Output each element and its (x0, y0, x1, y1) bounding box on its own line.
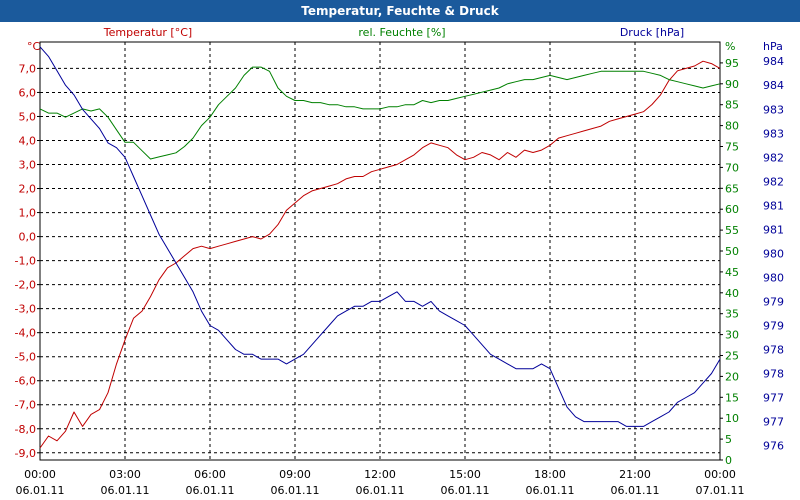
temperature-tick-label: -3,0 (15, 303, 36, 316)
pressure-tick-label: 979 (763, 319, 784, 332)
pressure-tick-label: 978 (763, 343, 784, 356)
humidity-tick-label: 5 (725, 433, 732, 446)
series-line-pressure (39, 46, 721, 427)
temperature-tick-label: 4,0 (19, 134, 37, 147)
chart-title: Temperatur, Feuchte & Druck (301, 4, 499, 18)
humidity-tick-label: 15 (725, 391, 739, 404)
humidity-unit: % (725, 40, 735, 53)
temperature-tick-label: -6,0 (15, 375, 36, 388)
temperature-tick-label: 6,0 (19, 86, 37, 99)
x-tick-time: 00:00 (24, 468, 56, 481)
humidity-tick-label: 90 (725, 78, 739, 91)
pressure-tick-label: 984 (763, 55, 784, 68)
humidity-axis-label: rel. Feuchte [%] (358, 26, 445, 39)
x-tick-time: 15:00 (449, 468, 481, 481)
humidity-tick-label: 40 (725, 287, 739, 300)
temperature-tick-label: -1,0 (15, 255, 36, 268)
x-tick-date: 06.01.11 (526, 484, 575, 497)
pressure-tick-label: 977 (763, 392, 784, 405)
humidity-tick-label: 25 (725, 350, 739, 363)
x-tick-time: 00:00 (704, 468, 736, 481)
humidity-tick-label: 10 (725, 412, 739, 425)
x-tick-date: 06.01.11 (101, 484, 150, 497)
pressure-tick-label: 980 (763, 247, 784, 260)
humidity-tick-label: 55 (725, 224, 739, 237)
x-tick-date: 07.01.11 (696, 484, 745, 497)
temperature-tick-label: 1,0 (19, 207, 37, 220)
pressure-tick-label: 981 (763, 223, 784, 236)
pressure-tick-label: 983 (763, 103, 784, 116)
pressure-tick-label: 976 (763, 440, 784, 453)
temperature-tick-label: 2,0 (19, 183, 37, 196)
temperature-tick-label: -9,0 (15, 447, 36, 460)
temperature-tick-label: -7,0 (15, 399, 36, 412)
pressure-tick-label: 981 (763, 199, 784, 212)
humidity-tick-label: 85 (725, 99, 739, 112)
temperature-tick-label: -5,0 (15, 351, 36, 364)
x-tick-date: 06.01.11 (441, 484, 490, 497)
x-tick-time: 06:00 (194, 468, 226, 481)
humidity-tick-label: 35 (725, 308, 739, 321)
x-tick-time: 12:00 (364, 468, 396, 481)
temperature-unit: °C (27, 40, 41, 53)
x-tick-time: 09:00 (279, 468, 311, 481)
pressure-tick-label: 984 (763, 79, 784, 92)
temperature-tick-label: 7,0 (19, 62, 37, 75)
temperature-tick-label: 0,0 (19, 231, 37, 244)
pressure-tick-label: 979 (763, 295, 784, 308)
humidity-tick-label: 45 (725, 266, 739, 279)
x-tick-time: 21:00 (619, 468, 651, 481)
humidity-tick-label: 50 (725, 245, 739, 258)
x-tick-date: 06.01.11 (186, 484, 235, 497)
pressure-unit: hPa (763, 40, 783, 53)
chart-title-bar: Temperatur, Feuchte & Druck (0, 0, 800, 22)
x-tick-date: 06.01.11 (611, 484, 660, 497)
pressure-axis-label: Druck [hPa] (620, 26, 684, 39)
temperature-tick-label: -2,0 (15, 279, 36, 292)
pressure-tick-label: 982 (763, 151, 784, 164)
humidity-tick-label: 65 (725, 182, 739, 195)
temperature-tick-label: 5,0 (19, 110, 37, 123)
temperature-axis-label: Temperatur [°C] (103, 26, 192, 39)
humidity-tick-label: 80 (725, 120, 739, 133)
pressure-tick-label: 980 (763, 271, 784, 284)
humidity-tick-label: 95 (725, 57, 739, 70)
series-line-temperature (39, 60, 721, 449)
x-tick-time: 03:00 (109, 468, 141, 481)
x-tick-date: 06.01.11 (16, 484, 65, 497)
x-tick-date: 06.01.11 (271, 484, 320, 497)
temperature-tick-label: -4,0 (15, 327, 36, 340)
humidity-tick-label: 30 (725, 329, 739, 342)
pressure-tick-label: 983 (763, 127, 784, 140)
humidity-tick-label: 0 (725, 454, 732, 467)
humidity-tick-label: 70 (725, 161, 739, 174)
series-line-humidity (39, 66, 721, 160)
x-tick-time: 18:00 (534, 468, 566, 481)
humidity-tick-label: 20 (725, 370, 739, 383)
temperature-tick-label: 3,0 (19, 159, 37, 172)
humidity-tick-label: 60 (725, 203, 739, 216)
pressure-tick-label: 982 (763, 175, 784, 188)
x-tick-date: 06.01.11 (356, 484, 405, 497)
humidity-tick-label: 75 (725, 141, 739, 154)
temperature-tick-label: -8,0 (15, 423, 36, 436)
pressure-tick-label: 977 (763, 416, 784, 429)
pressure-tick-label: 978 (763, 368, 784, 381)
